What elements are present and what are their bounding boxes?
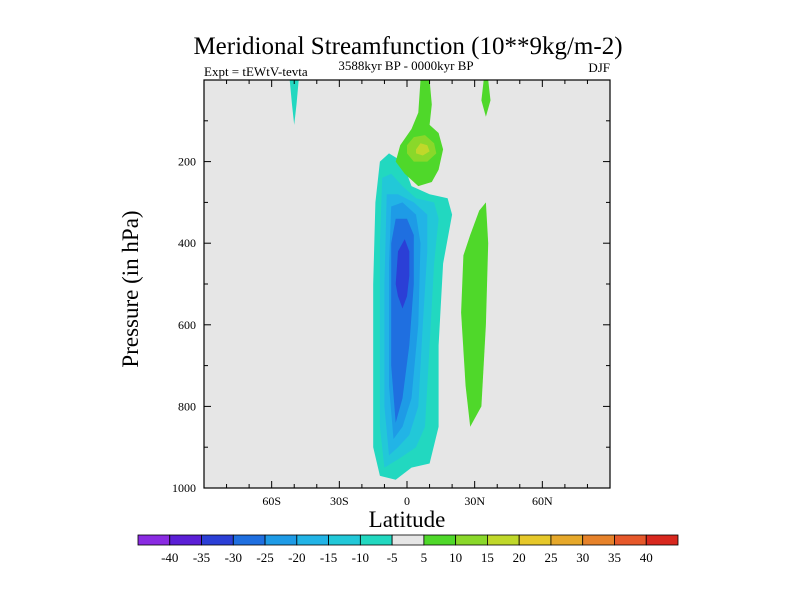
y-tick-label: 600: [178, 318, 196, 332]
colorbar-label: -5: [387, 550, 398, 565]
contour-region-1: [289, 80, 299, 125]
colorbar-box: [455, 534, 488, 546]
y-axis-label: Pressure (in hPa): [118, 210, 143, 367]
colorbar-label: -40: [161, 550, 178, 565]
colorbar-label: -20: [288, 550, 305, 565]
colorbar-label: 40: [640, 550, 653, 565]
y-tick-label: 800: [178, 399, 196, 413]
x-tick-label: 0: [404, 494, 410, 508]
colorbar-box: [201, 534, 234, 546]
colorbar-box: [169, 534, 202, 546]
colorbar-label: 35: [608, 550, 621, 565]
chart-title: Meridional Streamfunction (10**9kg/m-2): [193, 33, 622, 60]
y-tick-label: 1000: [172, 481, 196, 495]
contour-region-6: [395, 239, 410, 309]
season-label: DJF: [588, 60, 610, 75]
colorbar-box: [264, 534, 298, 546]
colorbar-box: [137, 534, 171, 546]
contour-fills: [289, 80, 491, 480]
colorbar-label: 20: [513, 550, 526, 565]
contour-region-11: [416, 143, 430, 156]
colorbar-box: [296, 534, 329, 546]
colorbar-box: [518, 534, 552, 546]
colorbar-label: -30: [225, 550, 242, 565]
x-tick-label: 60S: [262, 494, 281, 508]
x-tick-label: 30N: [464, 494, 485, 508]
colorbar-box: [614, 534, 647, 546]
colorbar: -40 -35 -30 -25 -20 -15 -10 -5 5 10 15 20 25 30 35 40: [137, 534, 679, 565]
contour-region-7: [395, 80, 444, 187]
colorbar-box: [391, 534, 425, 546]
experiment-label: Expt = tEWtV-tevta: [204, 64, 308, 79]
colorbar-box: [550, 534, 584, 546]
x-tick-label: 30S: [330, 494, 349, 508]
colorbar-label: 5: [421, 550, 428, 565]
axis-ticks: 60S 30S 0 30N 60N 200 400 600 800 1000: [172, 80, 610, 508]
period-label: 3588kyr BP - 0000kyr BP: [338, 58, 473, 73]
colorbar-box: [487, 534, 520, 546]
y-tick-label: 400: [178, 236, 196, 250]
colorbar-box: [645, 534, 679, 546]
colorbar-box: [582, 534, 615, 546]
colorbar-label: -35: [193, 550, 210, 565]
colorbar-label: 30: [576, 550, 589, 565]
colorbar-label: 10: [449, 550, 462, 565]
colorbar-label: -10: [352, 550, 369, 565]
colorbar-label: 15: [481, 550, 494, 565]
contour-region-8: [481, 80, 491, 117]
colorbar-box: [232, 534, 266, 546]
x-axis-label: Latitude: [369, 507, 446, 532]
y-tick-label: 200: [178, 155, 196, 169]
colorbar-label: -15: [320, 550, 337, 565]
x-tick-label: 60N: [532, 494, 553, 508]
colorbar-box: [359, 534, 393, 546]
colorbar-box: [423, 534, 457, 546]
colorbar-label: 25: [544, 550, 557, 565]
contour-region-9: [461, 202, 489, 427]
colorbar-box: [328, 534, 361, 546]
colorbar-label: -25: [256, 550, 273, 565]
